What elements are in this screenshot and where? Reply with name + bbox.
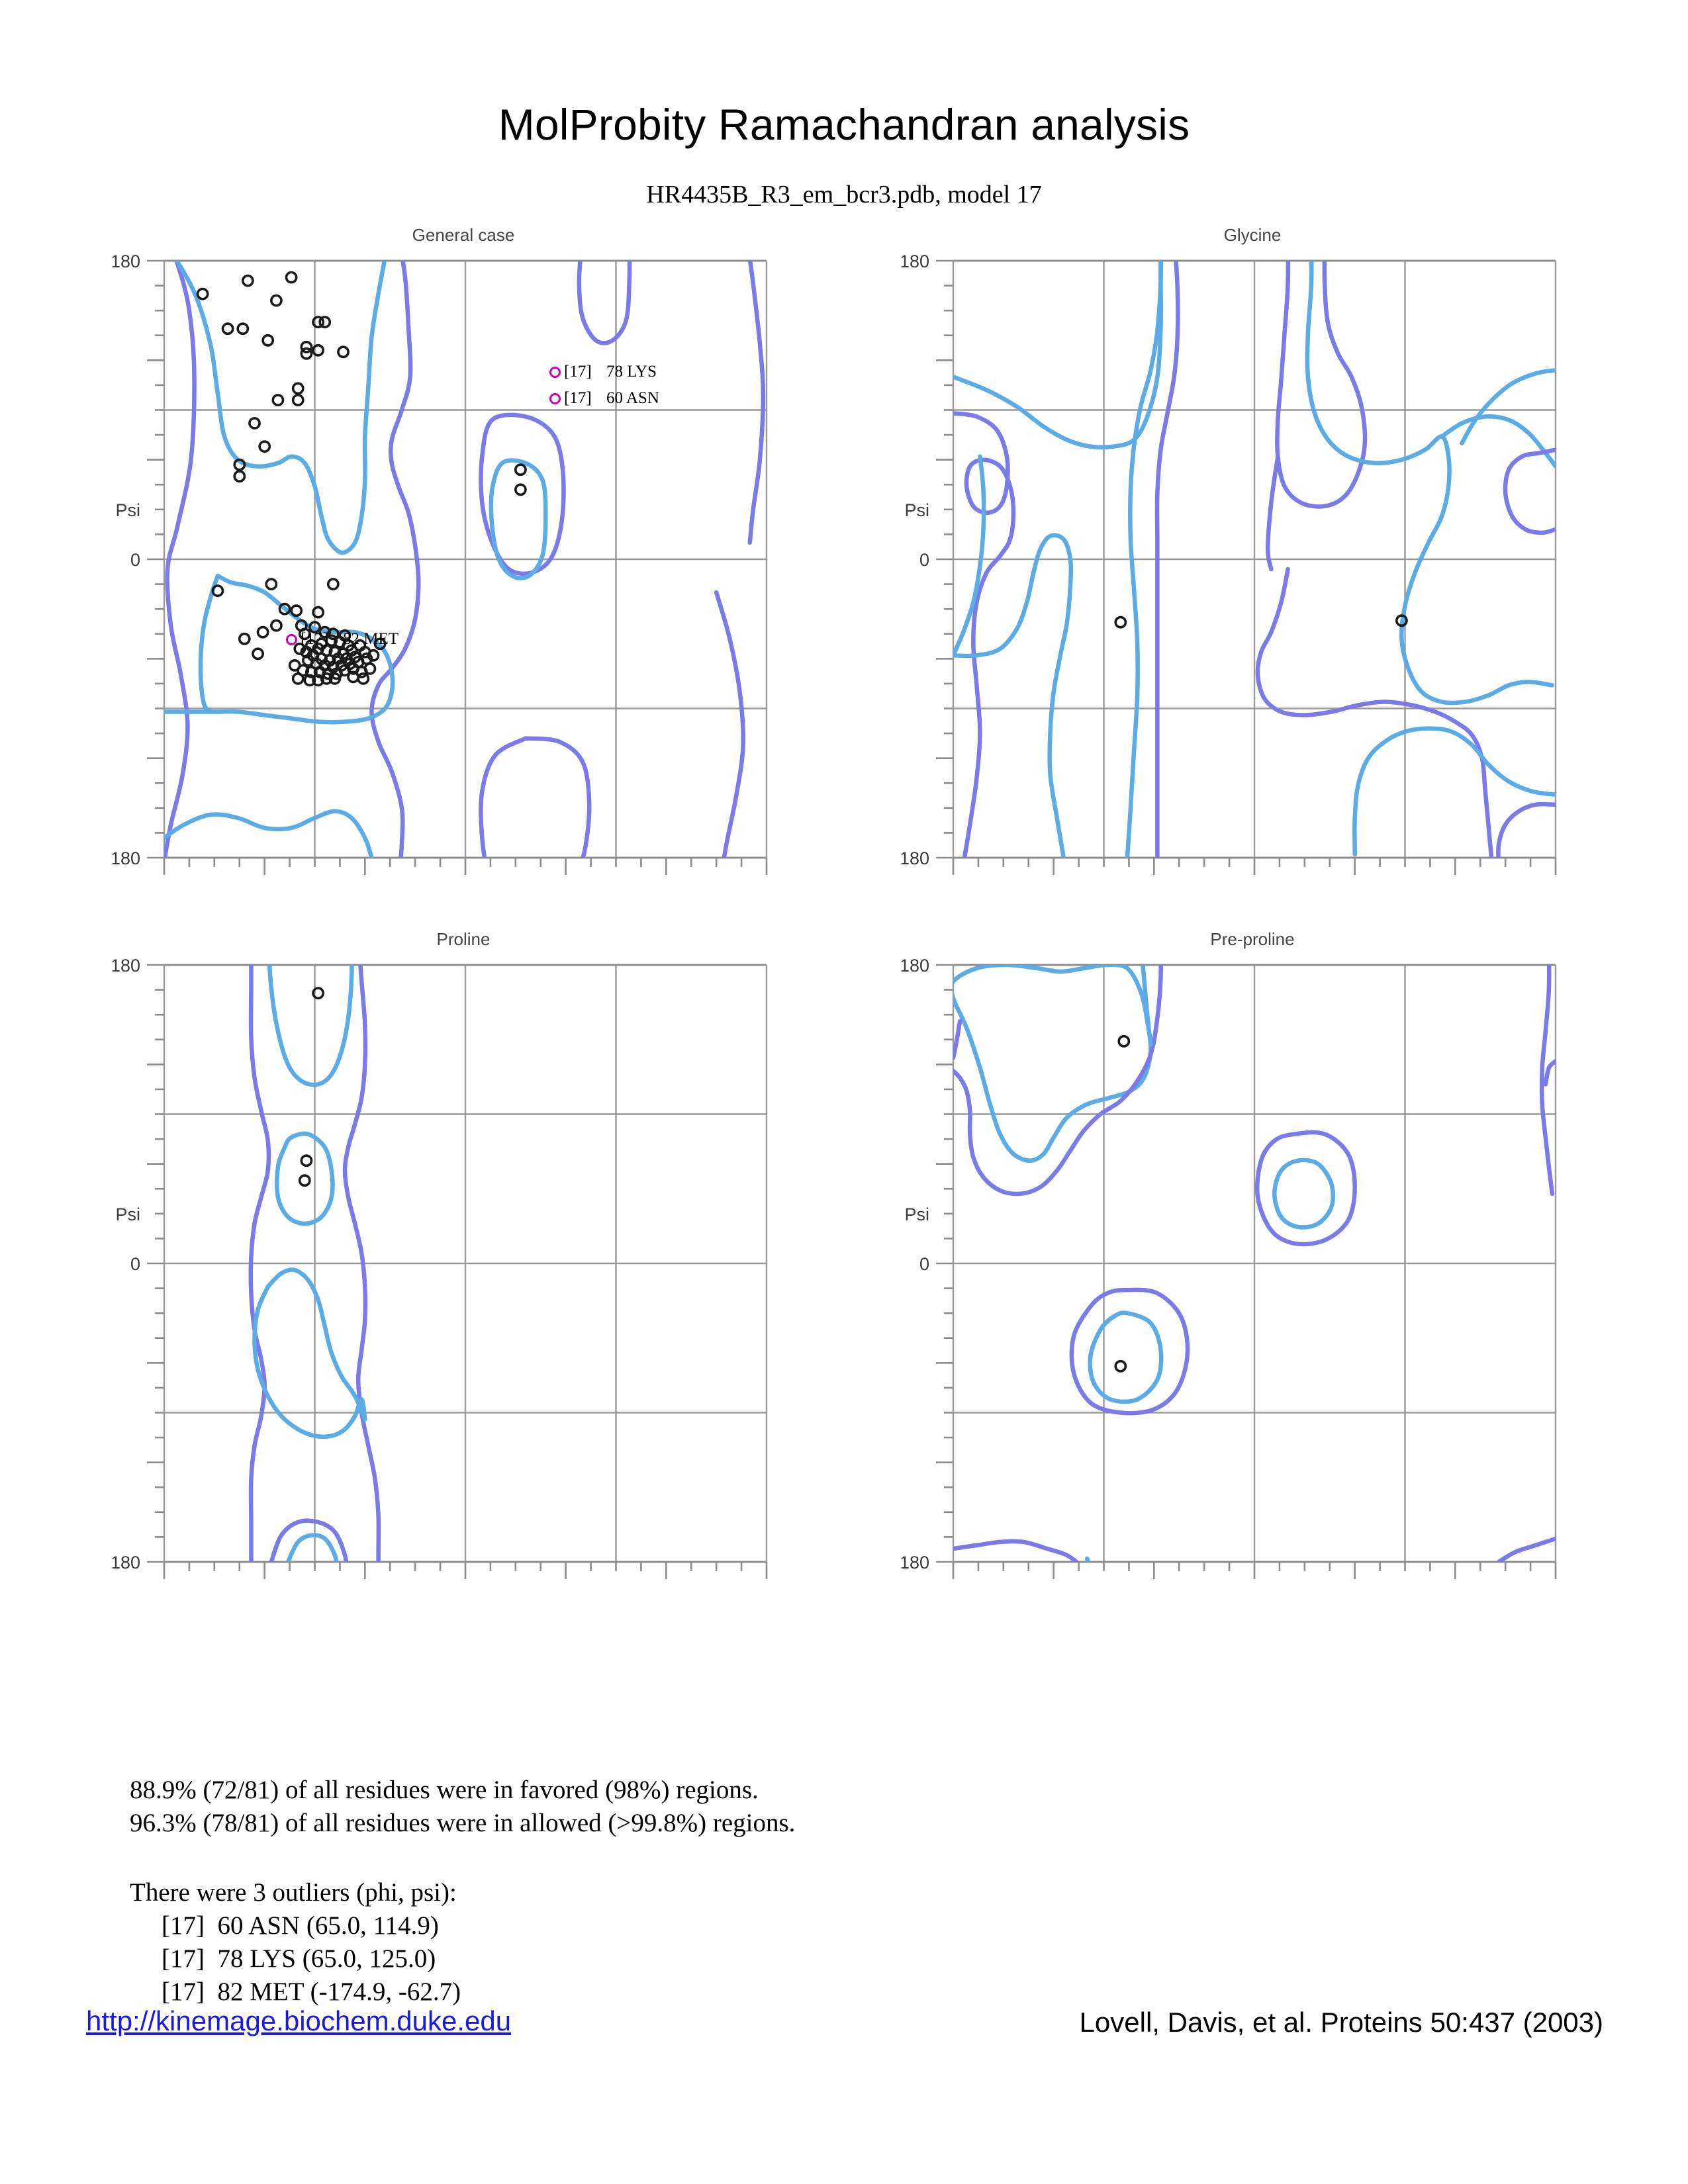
svg-text:Psi: Psi [115,1205,140,1224]
plot-title-pre-proline: Pre-proline [1210,929,1295,949]
svg-text:0: 0 [130,550,140,570]
svg-text:180: 180 [902,956,929,976]
outlier-residue: 78 LYS (65.0, 125.0) [217,1944,436,1973]
plot-glycine: Glycine -18001801800-180PhiPsi [902,225,1603,887]
svg-text:180: 180 [113,956,140,976]
legend-item-60-asn: [17] 60 ASN [549,389,659,408]
outlier-residue: 60 ASN (65.0, 114.9) [217,1911,439,1940]
favored-percentage-line: 88.9% (72/81) of all residues were in fa… [130,1776,759,1804]
svg-text:180: 180 [902,251,929,271]
legend-model-id: [17] [564,389,592,407]
page-title: MolProbity Ramachandran analysis [498,100,1190,149]
svg-text:180: 180 [113,251,140,271]
legend-model-id: [17] [564,363,592,381]
outlier-model-id: [17] [162,1977,205,2006]
proline-scatter: -18001801800-180PhiPsi [113,956,768,1579]
allowed-percentage-line: 96.3% (78/81) of all residues were in al… [130,1808,796,1837]
svg-text:-180: -180 [902,1553,929,1572]
summary-statistics: 88.9% (72/81) of all residues were in fa… [130,1774,795,1840]
outlier-model-id: [17] [162,1911,205,1940]
svg-text:Psi: Psi [904,500,929,520]
outlier-row: [17] 82 MET (-174.9, -62.7) [130,1976,461,2009]
legend-residue-label: 78 LYS [606,363,657,381]
svg-text:-180: -180 [113,1553,140,1572]
outlier-ring-icon [549,393,561,404]
general-case-scatter: -18001801800-180PhiPsi [113,251,768,875]
svg-text:Psi: Psi [904,1205,929,1224]
outlier-ring-icon [549,367,561,378]
svg-text:Psi: Psi [115,500,140,520]
inline-residue-label: 82 MET [343,630,399,648]
svg-text:0: 0 [130,1254,140,1274]
legend-item-78-lys: [17] 78 LYS [549,363,657,381]
svg-text:0: 0 [919,550,929,570]
inline-model-id: [17] [301,630,328,648]
outlier-row: [17] 60 ASN (65.0, 114.9) [130,1909,461,1942]
svg-text:-180: -180 [902,848,929,868]
outlier-row: [17] 78 LYS (65.0, 125.0) [130,1942,461,1976]
citation-text: Lovell, Davis, et al. Proteins 50:437 (2… [1079,2007,1603,2038]
svg-text:-180: -180 [113,848,140,868]
kinemage-link[interactable]: http://kinemage.biochem.duke.edu [86,2005,512,2036]
svg-text:0: 0 [919,1254,929,1274]
page-subtitle: HR4435B_R3_em_bcr3.pdb, model 17 [646,181,1042,208]
plot-proline: Proline -18001801800-180PhiPsi [113,929,814,1591]
plot-title-proline: Proline [436,929,491,949]
plot-title-glycine: Glycine [1223,225,1282,245]
glycine-scatter: -18001801800-180PhiPsi [902,251,1557,875]
plot-pre-proline: Pre-proline -18001801800-180PhiPsi [902,929,1603,1591]
plot-general-case: General case -18001801800-180PhiPsi [17]… [113,225,814,887]
plot-title-general: General case [412,225,515,245]
outlier-list: There were 3 outliers (phi, psi): [17] 6… [130,1876,461,2009]
outlier-model-id: [17] [162,1944,205,1973]
outlier-residue: 82 MET (-174.9, -62.7) [217,1977,461,2006]
outlier-ring-icon [286,634,297,645]
legend-residue-label: 60 ASN [606,389,659,407]
inline-label-82-met: [17] 82 MET [286,630,399,649]
outlier-list-header: There were 3 outliers (phi, psi): [130,1878,457,1907]
pre-proline-scatter: -18001801800-180PhiPsi [902,956,1557,1579]
